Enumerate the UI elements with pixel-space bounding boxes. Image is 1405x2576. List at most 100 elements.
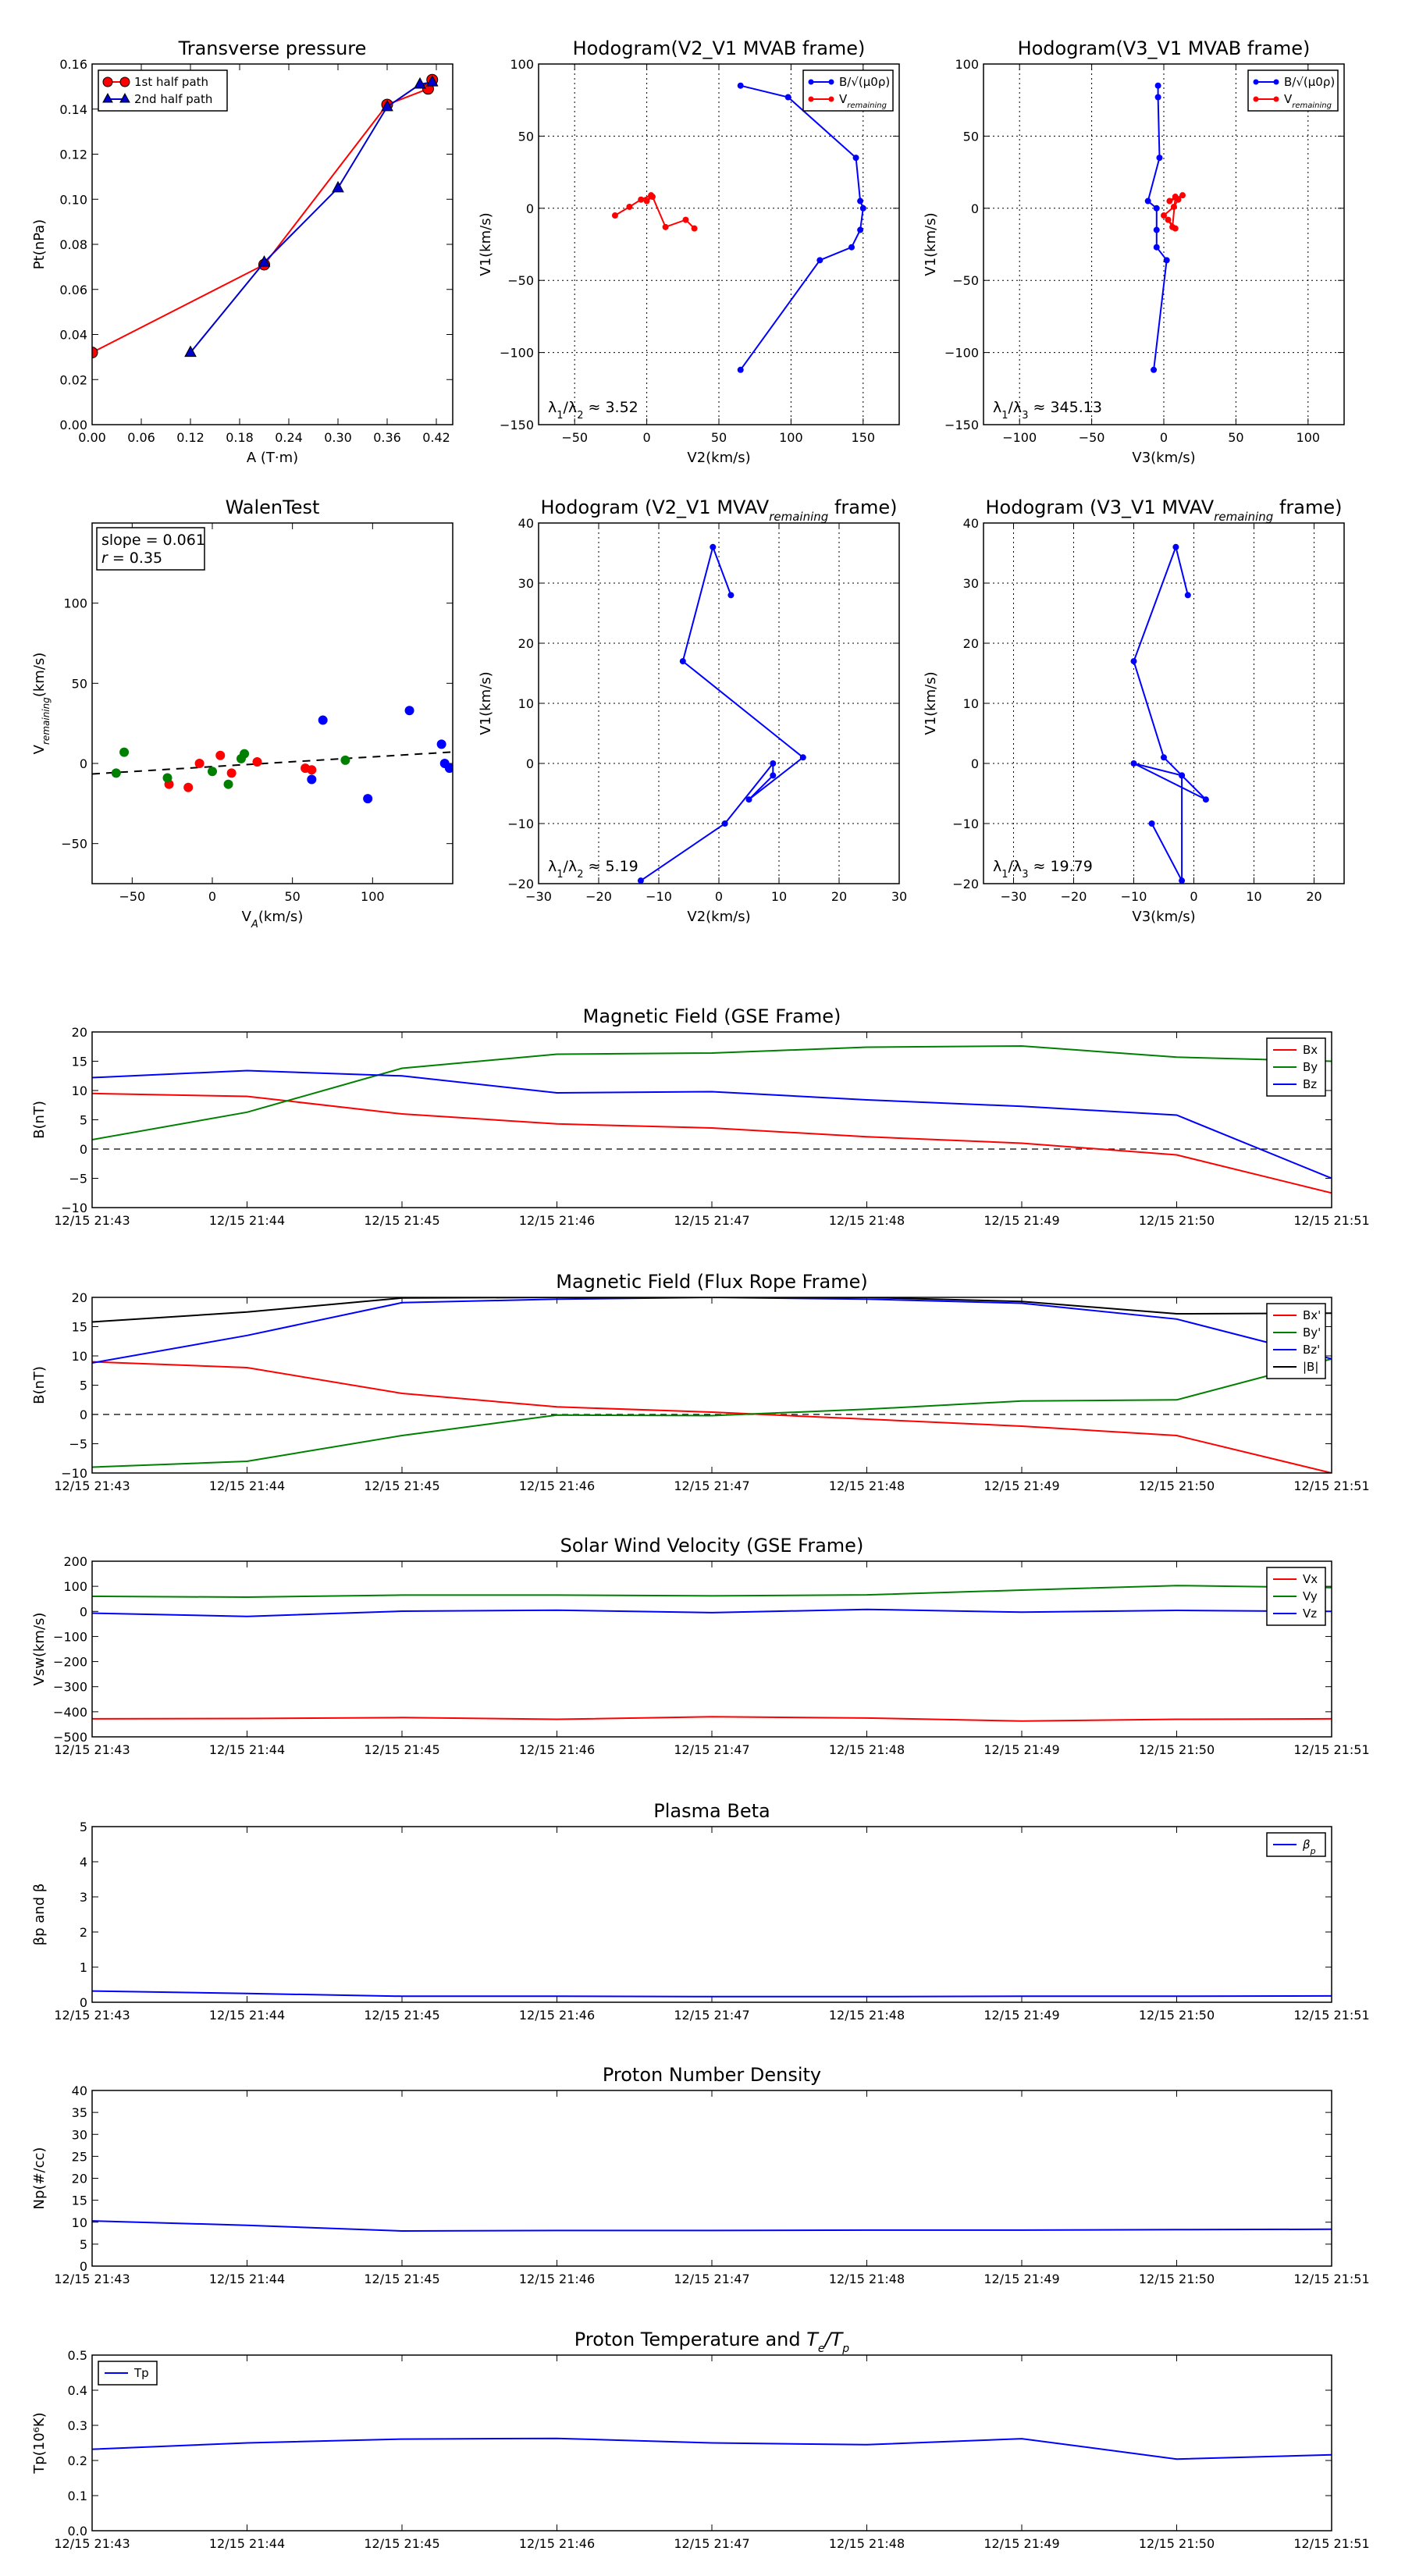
y-tick-label: −500 xyxy=(53,1730,87,1745)
legend-label: Vx xyxy=(1303,1572,1318,1586)
y-tick-label: 0.06 xyxy=(59,283,87,297)
legend-marker xyxy=(102,92,113,103)
x-tick-label: 12/15 21:48 xyxy=(829,1213,905,1228)
plot-area xyxy=(92,2220,1332,2233)
chart-hodogram-v3-v1-mvab: Hodogram(V3_V1 MVAB frame) −100 −50 0 50 100 −… xyxy=(923,37,1345,466)
y-tick-label: 0.1 xyxy=(68,2489,87,2503)
y-tick-label: 0 xyxy=(80,2259,87,2274)
data-point xyxy=(340,755,350,765)
y-tick-label: 4 xyxy=(80,1855,87,1870)
x-tick-label: 100 xyxy=(1297,430,1321,445)
x-tick-label: −50 xyxy=(1079,430,1105,445)
data-point xyxy=(332,180,344,193)
chart-transverse-pressure: Transverse pressure 0.00 0.06 0.12 0.18 0.24 0… xyxy=(31,37,454,466)
y-axis-label: V1(km/s) xyxy=(478,212,494,276)
y-tick-label: 0 xyxy=(80,1995,87,2010)
y-tick-label: 0.16 xyxy=(59,57,87,72)
y-tick-label: 0.14 xyxy=(59,102,87,117)
x-tick-label: 12/15 21:46 xyxy=(519,2536,595,2551)
series-line-1 xyxy=(190,81,432,354)
data-point xyxy=(1172,225,1179,232)
data-point xyxy=(162,773,173,783)
x-tick-label: 100 xyxy=(779,430,803,445)
legend-marker xyxy=(119,92,130,103)
series-line-1 xyxy=(92,1044,1332,1140)
y-tick-label: 0.3 xyxy=(68,2418,87,2433)
y-tick-label: −300 xyxy=(53,1680,87,1695)
x-tick-label: 12/15 21:50 xyxy=(1139,1213,1215,1228)
plot-frame xyxy=(538,522,900,884)
data-point xyxy=(737,366,744,373)
x-tick-label: 20 xyxy=(831,889,847,904)
legend-marker xyxy=(119,76,130,87)
y-tick-label: 0.12 xyxy=(59,148,87,162)
series-line-0 xyxy=(92,2220,1332,2233)
series-line-1 xyxy=(92,1357,1332,1468)
x-tick-label: 12/15 21:51 xyxy=(1293,2008,1369,2023)
x-tick-label: 12/15 21:51 xyxy=(1293,1742,1369,1757)
series-line-0 xyxy=(92,1361,1332,1473)
y-tick-label: 0.04 xyxy=(59,328,87,343)
y-axis-label: Vremaining(km/s) xyxy=(31,653,52,755)
data-point xyxy=(859,205,866,212)
y-axis-label: Tp(10⁶K) xyxy=(31,2412,48,2474)
data-point xyxy=(307,765,317,775)
x-axis-label: V3(km/s) xyxy=(1132,909,1195,925)
y-tick-label: 20 xyxy=(72,1025,87,1040)
plot-area xyxy=(92,73,439,359)
data-point xyxy=(770,760,777,767)
chart-title: Hodogram(V2_V1 MVAB frame) xyxy=(573,37,866,59)
y-tick-label: −5 xyxy=(69,1437,87,1452)
data-point xyxy=(816,257,823,264)
x-tick-label: 12/15 21:46 xyxy=(519,1213,595,1228)
data-point xyxy=(1151,366,1158,373)
x-tick-label: 12/15 21:48 xyxy=(829,2008,905,2023)
annotation-eigen: λ1/λ3 ≈ 345.13 xyxy=(993,399,1102,422)
x-tick-label: 30 xyxy=(891,889,907,904)
x-tick-label: 12/15 21:43 xyxy=(54,1478,130,1493)
chart-walen-test: WalenTest −50 0 50 100 −50 0 50 100 VA(km/s) Vrema… xyxy=(31,496,454,930)
data-point xyxy=(682,216,689,223)
y-tick-label: −5 xyxy=(69,1172,87,1187)
data-point xyxy=(710,543,717,550)
data-point xyxy=(111,768,121,778)
series-line-2 xyxy=(92,1297,1332,1364)
x-tick-label: −10 xyxy=(646,889,672,904)
x-tick-label: 12/15 21:44 xyxy=(209,2008,285,2023)
y-tick-label: 10 xyxy=(963,696,979,711)
y-tick-label: 0 xyxy=(80,1142,87,1157)
data-point xyxy=(444,763,453,774)
legend-marker xyxy=(828,96,834,102)
x-tick-label: 12/15 21:49 xyxy=(984,2008,1059,2023)
annotation-eigen: λ1/λ3 ≈ 19.79 xyxy=(993,858,1093,881)
data-point xyxy=(194,759,205,768)
legend-label: |B| xyxy=(1303,1360,1318,1374)
y-tick-label: 100 xyxy=(955,57,979,72)
x-tick-label: 50 xyxy=(711,430,727,445)
plot-area xyxy=(611,82,866,373)
data-point xyxy=(1184,592,1191,599)
data-point xyxy=(1144,197,1151,205)
x-tick-label: 12/15 21:48 xyxy=(829,2272,905,2286)
chart-magnetic-field-flux-rope: Magnetic Field (Flux Rope Frame) 12/15 21… xyxy=(31,1271,1370,1493)
legend-label: B/√(μ0ρ) xyxy=(839,75,890,89)
data-point xyxy=(745,796,752,803)
y-tick-label: 0 xyxy=(80,1407,87,1422)
x-tick-label: 12/15 21:45 xyxy=(364,2536,439,2551)
y-tick-label: −100 xyxy=(500,346,534,361)
x-tick-label: 12/15 21:43 xyxy=(54,2272,130,2286)
chart-magnetic-field-gse: Magnetic Field (GSE Frame) 12/15 21:43 12/… xyxy=(31,1005,1370,1228)
data-point xyxy=(1172,194,1179,201)
x-tick-label: 20 xyxy=(1306,889,1321,904)
annotation-eigen: λ1/λ2 ≈ 3.52 xyxy=(548,399,638,422)
series-line-0 xyxy=(739,84,864,371)
x-tick-label: −20 xyxy=(585,889,612,904)
y-tick-label: 5 xyxy=(80,1113,87,1128)
data-point xyxy=(208,767,217,777)
y-axis-label: V1(km/s) xyxy=(923,212,939,276)
y-tick-label: 50 xyxy=(963,129,979,144)
y-tick-label: −150 xyxy=(500,418,534,432)
y-tick-label: −150 xyxy=(944,418,979,432)
y-tick-label: 5 xyxy=(80,1820,87,1834)
x-tick-label: 12/15 21:51 xyxy=(1293,1213,1369,1228)
